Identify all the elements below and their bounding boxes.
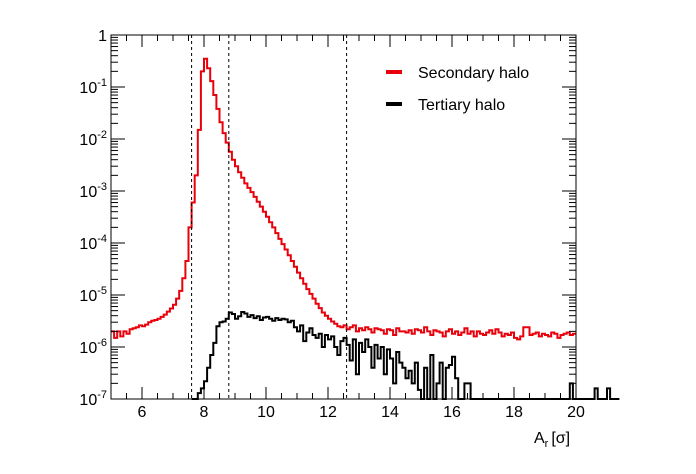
x-tick-label: 12 [319,404,337,421]
y-tick-label: 10-5 [79,285,107,305]
x-axis-label: Ar [σ] [534,430,570,450]
legend: Secondary halo Tertiary halo [386,65,529,114]
x-axis-label-sub: r [545,438,549,450]
y-tick-label: 10-6 [79,337,107,357]
legend-label-tertiary: Tertiary halo [418,97,505,114]
x-tick-label: 18 [505,404,523,421]
y-tick-label: 10-3 [79,181,107,201]
legend-label-secondary: Secondary halo [418,65,529,82]
x-tick-label: 14 [381,404,399,421]
x-tick-label: 20 [567,404,585,421]
y-tick-label: 10-1 [79,77,107,97]
series-secondary-halo-line [111,57,576,341]
axis-layer: 6 8 10 12 14 16 18 20 10-7 10-6 10-5 10-4 10-3 10-2 10… [79,28,585,421]
reference-lines [191,35,348,399]
x-axis-label-main: A [534,430,545,447]
x-axis-label-unit: [σ] [551,430,570,447]
x-tick-label: 8 [200,404,209,421]
y-tick-label: 1 [98,28,107,45]
y-tick-label: 10-2 [79,129,107,149]
x-tick-label: 16 [443,404,461,421]
x-tick-label: 6 [138,404,147,421]
y-tick-label: 10-7 [79,389,107,409]
x-tick-label: 10 [257,404,275,421]
y-tick-label: 10-4 [79,233,107,253]
